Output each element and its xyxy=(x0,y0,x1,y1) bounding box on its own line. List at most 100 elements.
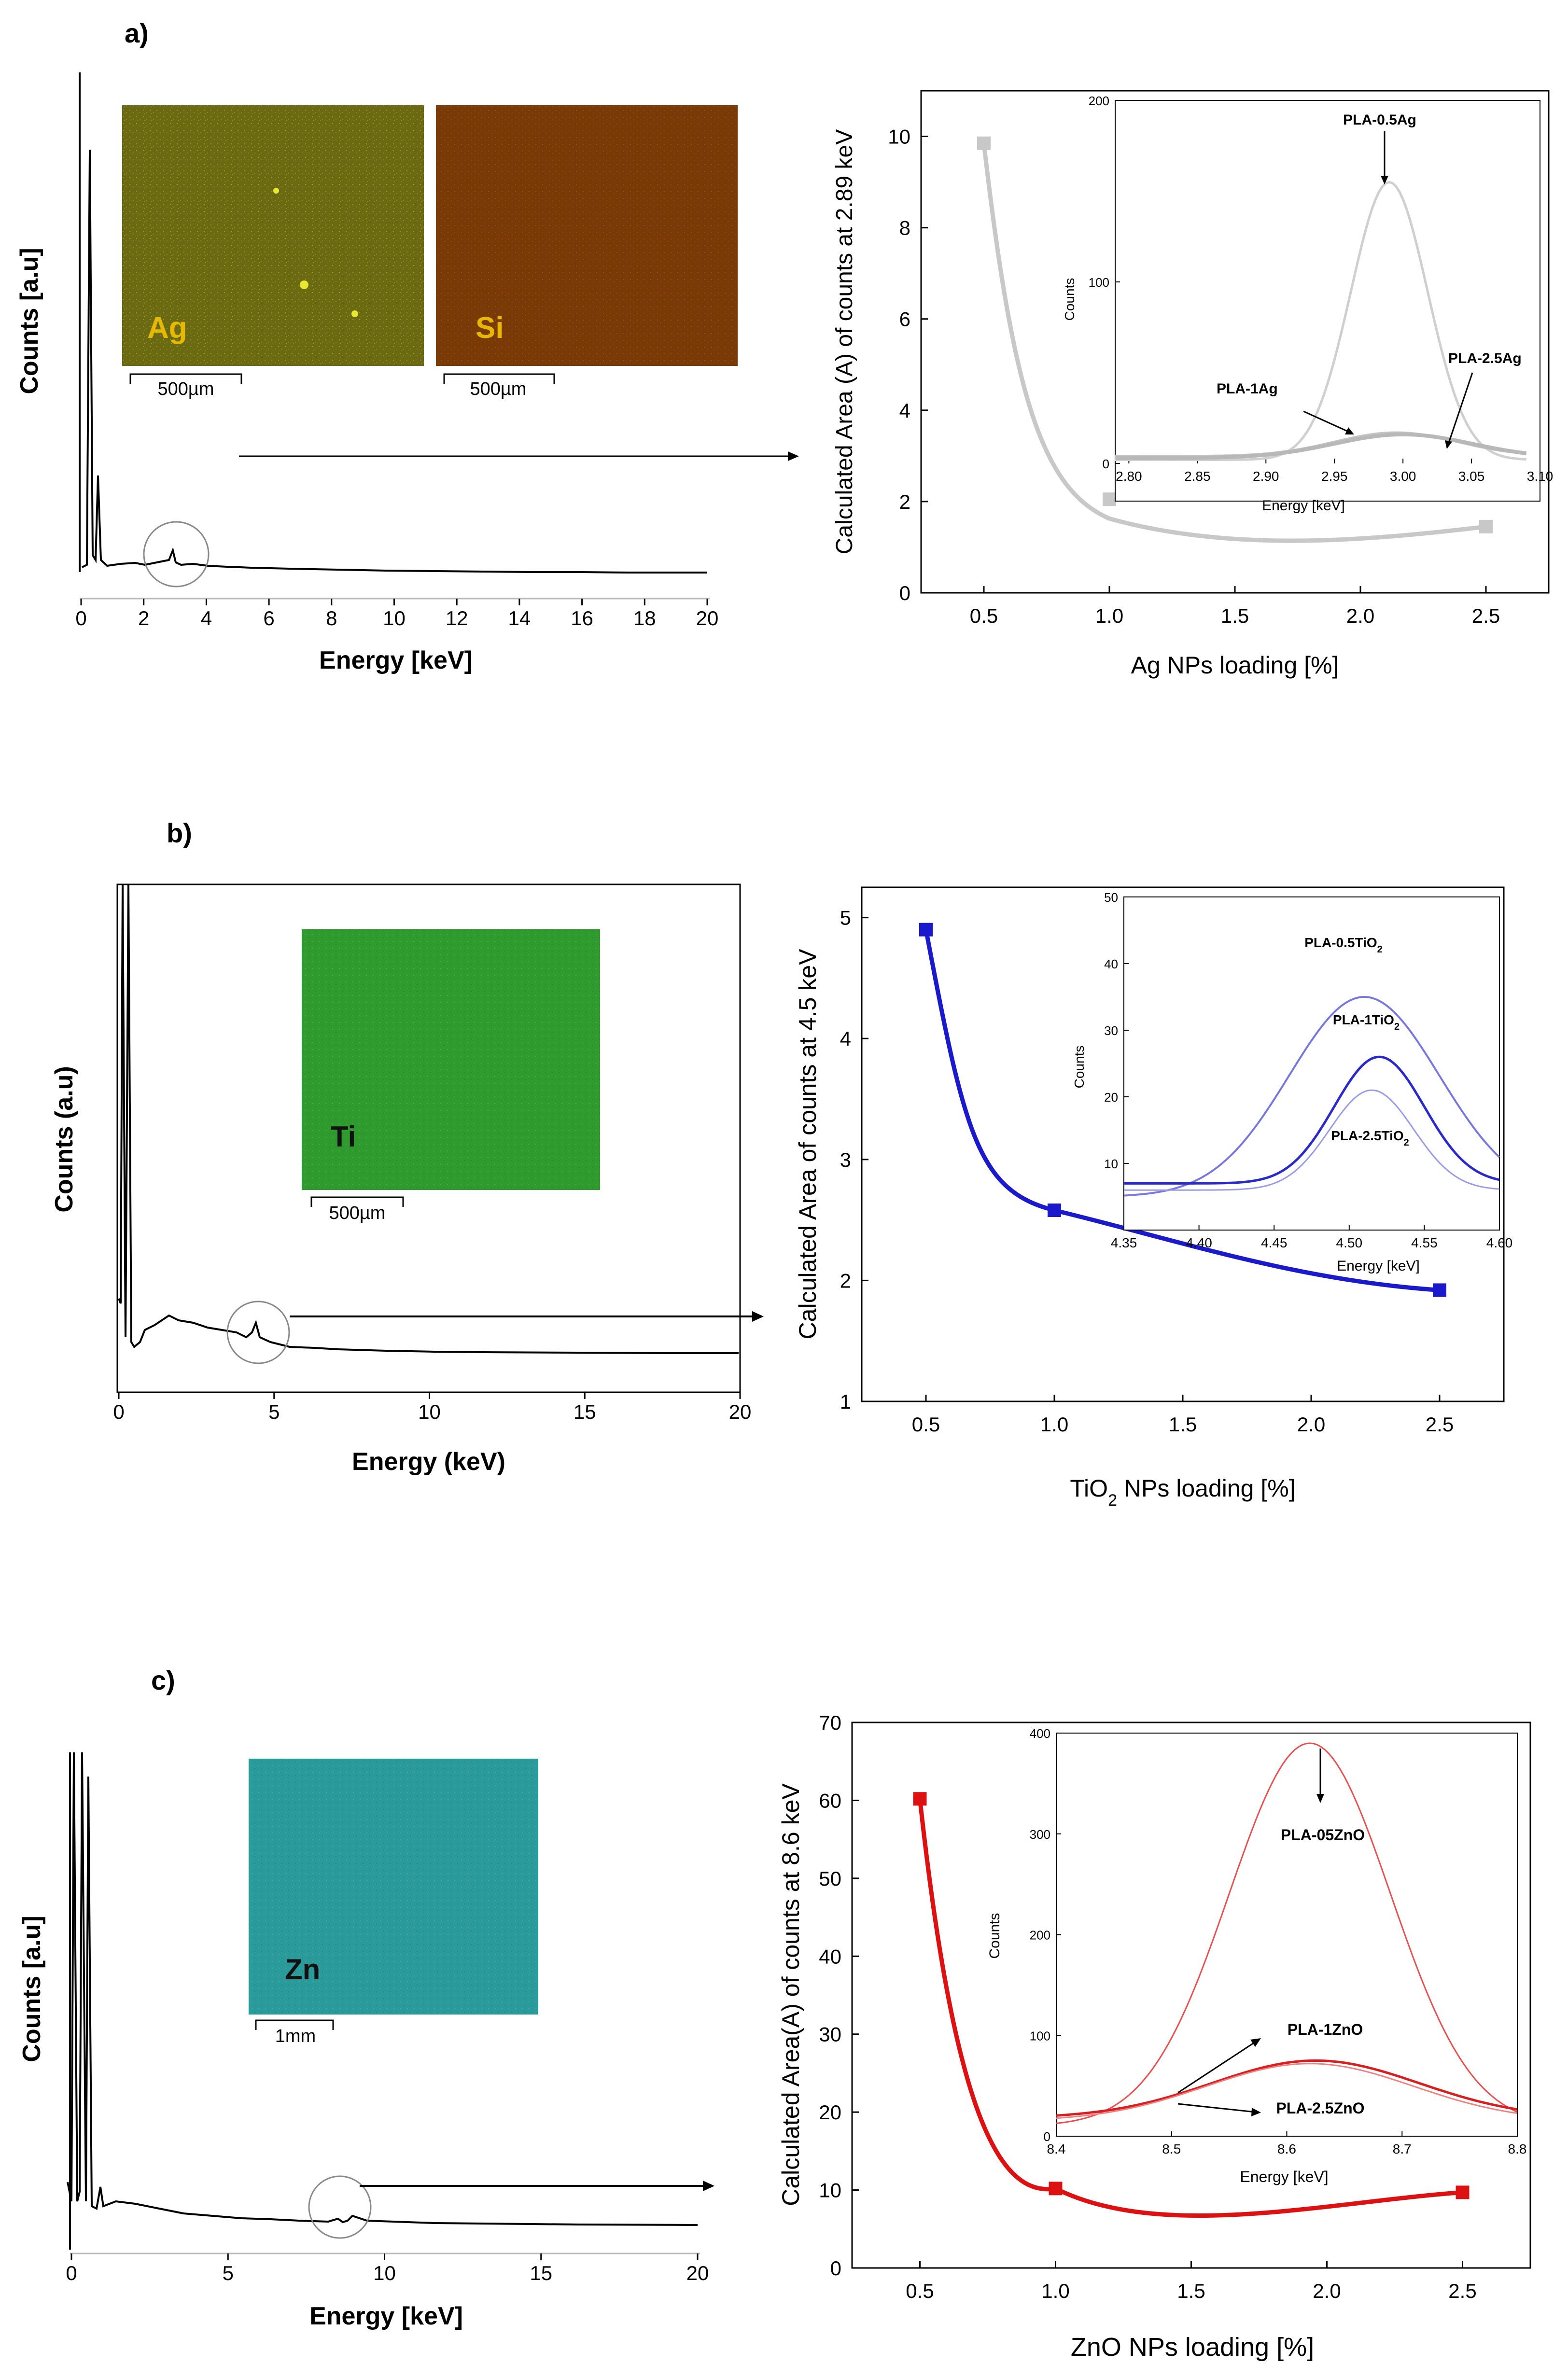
chart-series xyxy=(919,923,1446,1297)
x-tick-label: 2 xyxy=(138,607,149,630)
xlabel-subscript: 2 xyxy=(1108,1491,1117,1510)
x-tick-label: 8 xyxy=(326,607,337,630)
inset-y-tick-label: 200 xyxy=(1089,94,1109,108)
scalebar-label: 500µm xyxy=(158,379,214,399)
y-tick-label: 40 xyxy=(819,1945,841,1968)
inset-curve xyxy=(1115,181,1526,461)
inset-x-tick-label: 4.45 xyxy=(1261,1235,1288,1250)
inset-chart-b: Counts Energy [keV] 4.35 4.40 4.45 4.50 4.55… xyxy=(1072,890,1512,1274)
inset-x-tick-label: 4.60 xyxy=(1486,1235,1513,1250)
zoom-arrow-head xyxy=(703,2181,714,2191)
panel-a: a) Counts [a.u] Energy [keV] 0 2 4 6 8 10 12 14… xyxy=(15,18,1553,679)
inset-y-tick-label: 20 xyxy=(1104,1090,1118,1105)
curve-label: PLA-1TiO2 xyxy=(1333,1012,1400,1032)
arrow-head xyxy=(1381,176,1388,184)
y-tick-label: 8 xyxy=(899,217,910,239)
y-tick-label: 2 xyxy=(899,490,910,513)
x-tick-label: 10 xyxy=(383,607,406,630)
inset-y-tick-label: 300 xyxy=(1030,1827,1050,1842)
inset-curve xyxy=(1115,432,1527,460)
x-tick-label: 4 xyxy=(201,607,212,630)
panel-label-b: b) xyxy=(167,818,192,848)
arrow-head xyxy=(1316,1794,1324,1803)
curve-label-subscript: 2 xyxy=(1404,1137,1409,1148)
inset-curve xyxy=(1056,1742,1518,2124)
chart-series xyxy=(913,1792,1470,2218)
x-tick-label: 5 xyxy=(223,2262,234,2284)
inset-y-tick-label: 40 xyxy=(1104,957,1118,971)
data-point xyxy=(1049,2182,1063,2196)
inset-y-tick-label: 10 xyxy=(1104,1157,1118,1171)
curve-label: PLA-2.5ZnO xyxy=(1276,2099,1364,2117)
inset-frame xyxy=(1056,1733,1518,2137)
data-point xyxy=(913,1792,927,1806)
peak-highlight-circle xyxy=(143,521,210,588)
chart-ylabel: Calculated Area(A) of counts at 8.6 keV xyxy=(777,1783,804,2206)
inset-frame xyxy=(1123,896,1500,1231)
panel-label-c: c) xyxy=(151,1665,175,1695)
scalebar-label: 500µm xyxy=(470,379,527,399)
inset-axes: 2.80 2.85 2.90 2.95 3.00 3.05 3.10 200 100 0 xyxy=(1089,94,1554,484)
eds-ylabel: Counts (a.u) xyxy=(50,1066,78,1212)
curve-label: PLA-1ZnO xyxy=(1288,2021,1363,2038)
x-tick-label: 2.5 xyxy=(1448,2280,1476,2302)
x-tick-label: 15 xyxy=(574,1400,596,1423)
x-tick-label: 14 xyxy=(508,607,531,630)
y-tick-label: 2 xyxy=(840,1269,851,1292)
panel-c: c) Counts [a.u] Energy [keV] 0 5 10 15 20 Zn… xyxy=(18,1665,1531,2362)
y-tick-label: 10 xyxy=(888,126,910,148)
inset-chart-a: Counts Energy [keV] 2.80 2.85 2.90 2.95 3.00… xyxy=(1062,94,1553,514)
inset-x-tick-label: 2.90 xyxy=(1253,469,1279,484)
x-tick-label: 20 xyxy=(729,1400,752,1423)
eds-x-ticks: 0 5 10 15 20 xyxy=(66,2253,709,2284)
inset-ylabel: Counts xyxy=(1072,1046,1087,1089)
ti-map-image xyxy=(302,929,600,1190)
x-tick-label: 0.5 xyxy=(912,1413,940,1436)
arrow-head xyxy=(1445,440,1452,449)
chart-series xyxy=(977,136,1493,543)
x-tick-label: 10 xyxy=(373,2262,396,2284)
curve-label-arrow xyxy=(1303,410,1350,433)
chart-xlabel: Ag NPs loading [%] xyxy=(1131,652,1339,679)
inset-x-tick-label: 8.7 xyxy=(1393,2141,1412,2156)
arrow-head xyxy=(1250,2038,1261,2047)
ag-map-label: Ag xyxy=(147,311,187,345)
xlabel-main: TiO xyxy=(1070,1475,1108,1502)
x-tick-label: 16 xyxy=(571,607,593,630)
y-tick-label: 10 xyxy=(819,2179,841,2202)
xlabel-rest: NPs loading [%] xyxy=(1117,1475,1296,1502)
ag-map-spot xyxy=(351,310,358,317)
inset-x-tick-label: 2.80 xyxy=(1116,469,1142,484)
data-point xyxy=(1103,492,1116,506)
y-tick-label: 1 xyxy=(840,1390,851,1413)
data-point xyxy=(977,136,991,150)
eds-ylabel: Counts [a.u] xyxy=(18,1916,46,2062)
eds-ylabel: Counts [a.u] xyxy=(15,248,43,394)
si-map-label: Si xyxy=(476,311,504,345)
chart-xlabel: ZnO NPs loading [%] xyxy=(1071,2333,1314,2362)
y-tick-label: 3 xyxy=(840,1148,851,1171)
chart-ylabel: Calculated Area (A) of counts at 2.89 ke… xyxy=(832,129,857,555)
x-tick-label: 20 xyxy=(696,607,719,630)
inset-xlabel: Energy [keV] xyxy=(1337,1258,1420,1274)
y-tick-label: 20 xyxy=(819,2101,841,2124)
series-line xyxy=(981,143,1486,543)
inset-y-tick-label: 50 xyxy=(1104,890,1118,905)
x-tick-label: 20 xyxy=(686,2262,709,2284)
zoom-arrow-head xyxy=(752,1311,764,1322)
chart-axes: 0.5 1.0 1.5 2.0 2.5 1 2 3 4 5 xyxy=(840,907,1454,1436)
curve-label: PLA-05ZnO xyxy=(1281,1826,1365,1844)
x-tick-label: 1.0 xyxy=(1041,2280,1069,2302)
eds-xlabel: Energy [keV] xyxy=(319,646,473,674)
inset-x-tick-label: 4.50 xyxy=(1336,1235,1363,1250)
x-tick-label: 2.0 xyxy=(1313,2280,1341,2302)
x-tick-label: 10 xyxy=(418,1400,441,1423)
loading-chart-c: Calculated Area(A) of counts at 8.6 keV … xyxy=(777,1711,1531,2362)
data-point xyxy=(919,923,933,937)
x-tick-label: 1.5 xyxy=(1221,604,1249,627)
inset-axes: 8.4 8.5 8.6 8.7 8.8 400 300 200 100 0 xyxy=(1030,1726,1527,2156)
x-tick-label: 18 xyxy=(633,607,656,630)
curve-label-text: PLA-1TiO xyxy=(1333,1012,1394,1027)
curve-label-arrow xyxy=(1177,2103,1256,2113)
x-tick-label: 1.0 xyxy=(1095,604,1123,627)
